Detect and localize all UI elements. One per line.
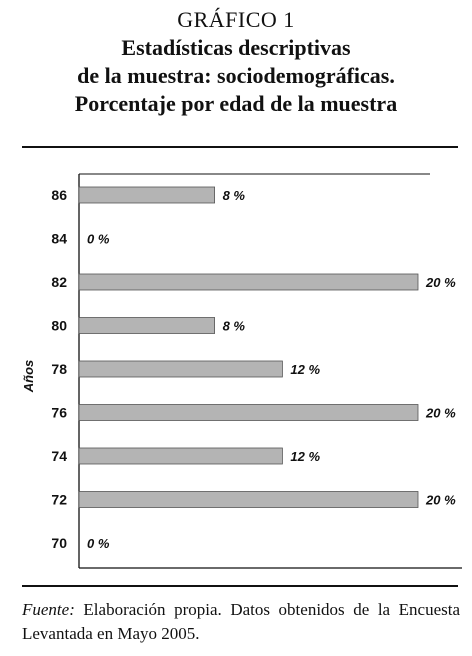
bar-86 — [78, 186, 216, 204]
bar-74 — [78, 447, 283, 465]
bar-80 — [78, 317, 216, 334]
value-label-86: 8 % — [223, 188, 246, 203]
value-label-82: 20 % — [425, 275, 456, 290]
source-text: Elaboración propia. Datos obtenidos de l… — [22, 600, 461, 643]
bar-78 — [78, 360, 283, 378]
chart-bars — [78, 186, 419, 508]
value-label-70: 0 % — [87, 536, 110, 551]
value-label-74: 12 % — [290, 449, 320, 464]
top-divider — [22, 146, 458, 148]
chart-title-line-1: Estadísticas descriptivas — [121, 35, 351, 60]
chart-title-line-2: de la muestra: sociodemográficas. — [77, 63, 395, 88]
value-label-72: 20 % — [425, 493, 456, 508]
chart-value-labels: 8 % 0 % 20 % 8 % 12 % 20 % 12 % 20 % 0 % — [87, 188, 456, 551]
value-label-78: 12 % — [290, 362, 320, 377]
chart-header: GRÁFICO 1 Estadísticas descriptivas de l… — [0, 6, 472, 118]
tick-label-76: 76 — [51, 405, 67, 421]
tick-label-82: 82 — [51, 274, 67, 290]
chart-footer: Fuente: Elaboración propia. Datos obteni… — [22, 598, 460, 646]
bottom-divider — [22, 585, 458, 587]
tick-label-70: 70 — [51, 535, 67, 551]
figure-label: GRÁFICO 1 — [177, 7, 295, 32]
bar-82 — [78, 273, 419, 291]
bar-76 — [78, 404, 419, 421]
tick-label-72: 72 — [51, 492, 67, 508]
tick-label-86: 86 — [51, 187, 67, 203]
y-axis-label: Años — [21, 360, 36, 394]
chart-tick-labels: 86 84 82 80 78 76 74 72 70 — [51, 187, 67, 551]
bar-72 — [78, 491, 419, 508]
tick-label-74: 74 — [51, 448, 67, 464]
tick-label-78: 78 — [51, 361, 67, 377]
source-label: Fuente: — [22, 600, 75, 619]
value-label-80: 8 % — [223, 319, 246, 334]
chart-title-line-3: Porcentaje por edad de la muestra — [74, 91, 398, 116]
tick-label-84: 84 — [51, 231, 67, 247]
tick-label-80: 80 — [51, 318, 67, 334]
value-label-84: 0 % — [87, 232, 110, 247]
value-label-76: 20 % — [425, 406, 456, 421]
